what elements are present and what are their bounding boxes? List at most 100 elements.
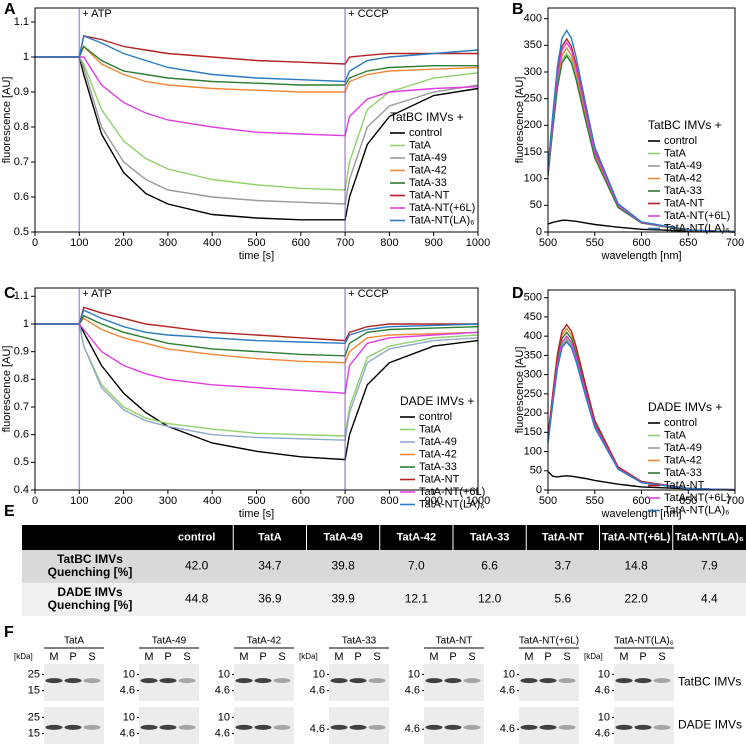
table-header: TatA-NT(LA)₆ <box>675 531 744 543</box>
blot-band <box>368 678 386 684</box>
blot-band <box>520 724 538 730</box>
blot-row-label: TatBC IMVs <box>678 675 741 689</box>
lane-label: P <box>69 651 76 663</box>
row-label: TatBC IMVs <box>57 552 123 566</box>
marker-label: 4.6 <box>595 728 610 740</box>
legend-label: TatA <box>419 423 442 435</box>
x-tick-label: 900 <box>425 237 443 249</box>
lane-label: S <box>88 651 95 663</box>
panel-letter: A <box>4 1 16 18</box>
y-tick-label: 400 <box>524 13 542 25</box>
blot-band <box>653 678 671 684</box>
x-tick-label: 100 <box>70 495 88 507</box>
y-tick-label: 150 <box>524 146 542 158</box>
blot-title: TatA <box>64 636 84 647</box>
legend-label: control <box>664 135 697 147</box>
series-line <box>547 471 736 491</box>
marker-label: 10 <box>503 668 515 680</box>
legend-label: TatA-49 <box>664 442 702 454</box>
marker-label: 10 <box>218 711 230 723</box>
blot-row-label: DADE IMVs <box>678 718 742 732</box>
legend-label: TatA <box>664 429 687 441</box>
panel-letter: B <box>512 1 524 18</box>
blot-band <box>178 724 196 730</box>
y-tick-label: 1.1 <box>14 290 29 302</box>
legend-label: TatA <box>664 147 687 159</box>
table-cell: 22.0 <box>624 592 648 606</box>
x-tick-label: 500 <box>247 237 265 249</box>
blot-band <box>64 678 82 684</box>
legend-label: TatA-33 <box>664 467 702 479</box>
lane-label: P <box>259 651 266 663</box>
blot-title: TatA-42 <box>247 636 282 647</box>
y-tick-label: 0.7 <box>14 401 29 413</box>
x-tick-label: 650 <box>679 495 697 507</box>
x-axis-label: time [s] <box>239 250 274 262</box>
panel-letter: D <box>512 285 524 302</box>
lane-label: P <box>544 651 551 663</box>
legend-label: TatA-NT(LA)₆ <box>664 504 730 516</box>
blot-title: TatA-33 <box>342 636 377 647</box>
blot-band <box>64 724 82 730</box>
blot-band <box>45 724 63 730</box>
legend-title: TatBC IMVs + <box>648 118 722 132</box>
blot-band <box>425 724 443 730</box>
y-tick-label: 0.9 <box>14 86 29 98</box>
x-tick-label: 600 <box>292 495 310 507</box>
blot-band <box>349 724 367 730</box>
x-tick-label: 300 <box>159 237 177 249</box>
x-tick-label: 600 <box>632 237 650 249</box>
table-header: TatA-49 <box>323 531 363 543</box>
y-tick-label: 1.1 <box>14 16 29 28</box>
marker-label: 4.6 <box>120 728 135 740</box>
marker-label: 10 <box>123 668 135 680</box>
blot-band <box>444 724 462 730</box>
blot-band <box>558 724 576 730</box>
legend-label: TatA-49 <box>664 160 702 172</box>
x-tick-label: 400 <box>203 237 221 249</box>
legend-label: TatA-NT(LA)₆ <box>664 222 730 234</box>
series-line <box>35 45 479 93</box>
series-line <box>35 317 479 364</box>
table-cell: 39.9 <box>331 592 355 606</box>
x-axis-label: time [s] <box>239 508 274 520</box>
lane-label: M <box>334 651 343 663</box>
annotation: + ATP <box>82 8 111 20</box>
y-tick-label: 0 <box>536 484 542 496</box>
lane-label: S <box>468 651 475 663</box>
panel-letter: C <box>4 285 16 302</box>
lane-label: M <box>429 651 438 663</box>
row-label: Quenching [%] <box>48 565 133 579</box>
blot-band <box>634 678 652 684</box>
blot-band <box>539 678 557 684</box>
series-line <box>547 54 736 233</box>
lane-label: M <box>239 651 248 663</box>
table-header: TatA-33 <box>470 531 510 543</box>
series-line <box>547 54 736 233</box>
legend-label: TatA-NT <box>664 197 705 209</box>
legend-label: TatA-42 <box>409 164 447 176</box>
table-header: control <box>178 531 215 543</box>
series-line <box>547 29 736 233</box>
blot-band <box>330 678 348 684</box>
series-line <box>35 45 478 86</box>
blot-band <box>254 678 272 684</box>
blot-title: TatA-NT(LA)₆ <box>614 636 674 647</box>
x-tick-label: 300 <box>159 495 177 507</box>
blot-band <box>235 724 253 730</box>
legend-title: TatBC IMVs + <box>390 110 464 124</box>
lane-label: P <box>639 651 646 663</box>
row-label: DADE IMVs <box>57 585 123 599</box>
legend-label: TatA-NT(+6L) <box>664 492 730 504</box>
table-header: TatA <box>258 531 282 543</box>
table-cell: 4.4 <box>701 592 718 606</box>
blot-band <box>159 724 177 730</box>
y-axis-label: fluorescence [AU] <box>1 346 13 433</box>
annotation: + CCCP <box>348 288 389 300</box>
y-tick-label: 0.8 <box>14 373 29 385</box>
legend-title: DADE IMVs + <box>400 394 474 408</box>
panel-letter: E <box>4 503 15 520</box>
series-line <box>547 340 736 491</box>
series-line <box>35 323 479 441</box>
y-tick-label: 350 <box>524 349 542 361</box>
